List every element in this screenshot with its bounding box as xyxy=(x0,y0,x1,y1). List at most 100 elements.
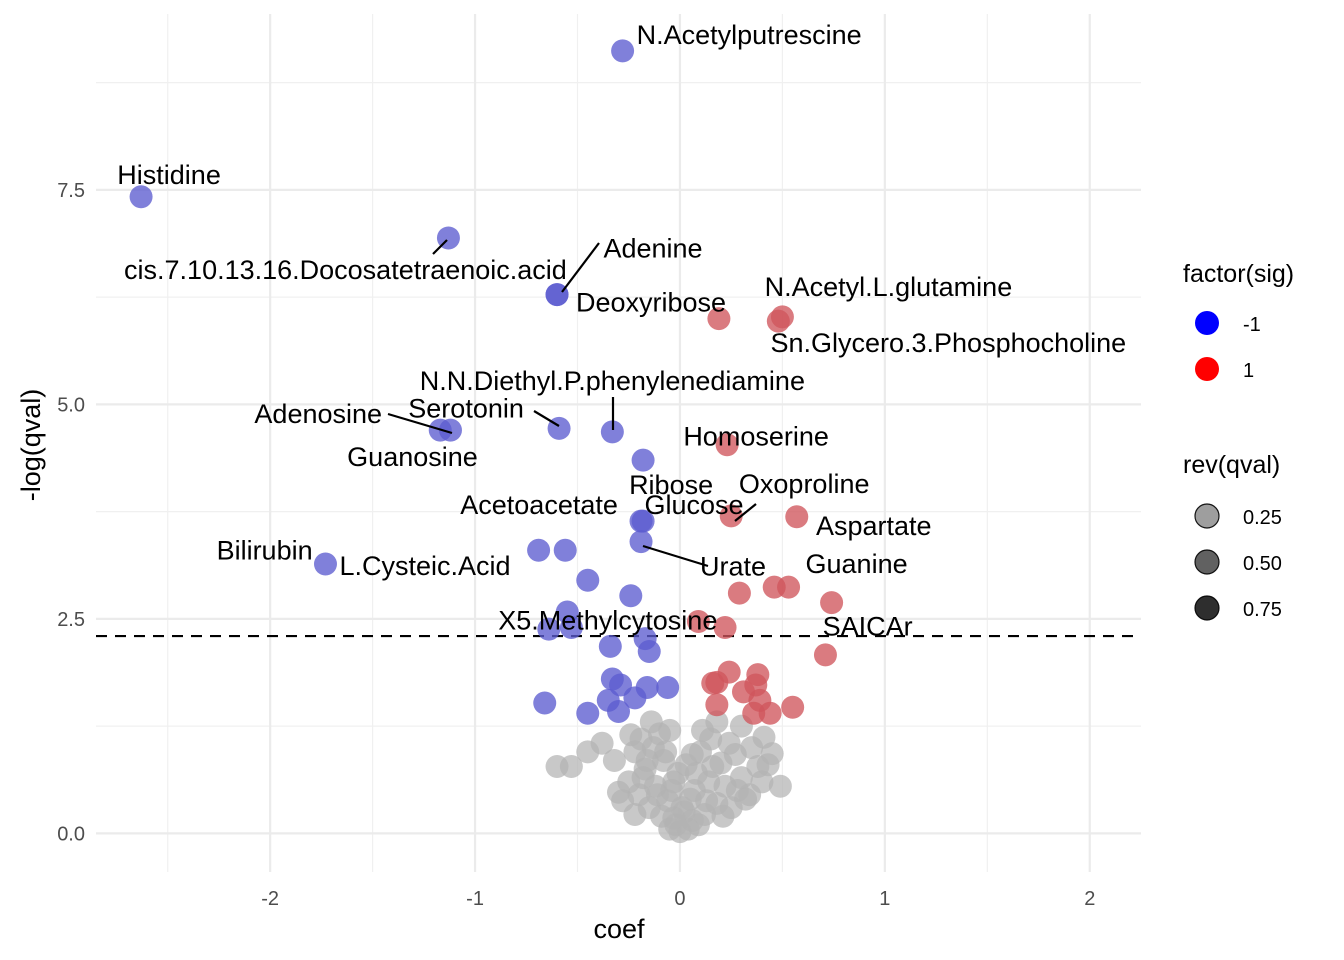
point-down xyxy=(600,420,624,444)
label-leader-line xyxy=(642,544,709,568)
point-ns xyxy=(602,748,626,772)
data-points xyxy=(129,39,844,844)
point-label: Guanosine xyxy=(347,442,478,472)
point-up xyxy=(715,433,739,457)
point-up xyxy=(820,591,844,615)
point-ns xyxy=(701,754,725,778)
point-ns xyxy=(725,778,749,802)
point-ns xyxy=(680,809,704,833)
point-ns xyxy=(590,731,614,755)
point-ns xyxy=(660,778,684,802)
point-ns xyxy=(559,754,583,778)
point-up xyxy=(713,615,737,639)
point-up xyxy=(813,643,837,667)
point-label: X5.Methylcytosine xyxy=(498,606,717,636)
point-ns xyxy=(768,774,792,798)
x-tick-label: 1 xyxy=(879,888,890,910)
point-label: Glucose xyxy=(645,490,744,520)
legend: factor(sig) -1 1 rev(qval) 0.25 0.50 0.75 xyxy=(1183,260,1294,621)
point-down xyxy=(553,538,577,562)
point-ns xyxy=(662,806,686,830)
point-ns xyxy=(635,748,659,772)
point-label: Ribose xyxy=(629,470,713,500)
point-up xyxy=(777,575,801,599)
point-ns xyxy=(654,740,678,764)
point-up xyxy=(766,309,790,333)
point-up xyxy=(705,693,729,717)
point-ns xyxy=(658,718,682,742)
axis-ticks: -2 -1 0 1 2 0.0 2.5 5.0 7.5 xyxy=(57,180,1095,910)
point-label: Sn.Glycero.3.Phosphocholine xyxy=(770,328,1126,358)
point-up xyxy=(742,701,766,725)
legend-color-label: 1 xyxy=(1243,360,1254,382)
point-label: Oxoproline xyxy=(739,469,870,499)
point-ns xyxy=(740,736,764,760)
x-tick-label: -2 xyxy=(261,888,279,910)
point-label: N.Acetylputrescine xyxy=(637,20,862,50)
legend-alpha-key xyxy=(1194,549,1220,575)
point-label: Aspartate xyxy=(816,511,932,541)
legend-color-key xyxy=(1195,357,1219,381)
point-down xyxy=(629,530,653,554)
x-tick-label: -1 xyxy=(466,888,484,910)
point-down xyxy=(623,686,647,710)
point-up xyxy=(727,581,751,605)
legend-alpha-label: 0.50 xyxy=(1243,553,1282,575)
point-up xyxy=(781,695,805,719)
point-label: N.Acetyl.L.glutamine xyxy=(765,272,1013,302)
point-down xyxy=(619,584,643,608)
point-label: Acetoacetate xyxy=(460,490,618,520)
point-down xyxy=(607,700,630,724)
point-label: N.N.Diethyl.P.phenylenediamine xyxy=(420,366,805,396)
point-label: Adenosine xyxy=(254,399,382,429)
point-down xyxy=(438,418,462,442)
point-down xyxy=(559,615,583,639)
point-ns xyxy=(711,804,735,828)
point-down xyxy=(527,538,551,562)
point-label: Histidine xyxy=(117,160,221,190)
y-tick-label: 5.0 xyxy=(57,394,85,416)
point-down xyxy=(637,639,661,663)
label-leader-line xyxy=(561,242,600,293)
point-ns xyxy=(617,770,641,794)
legend-alpha-title: rev(qval) xyxy=(1183,451,1280,479)
label-leader-line xyxy=(387,412,453,435)
legend-alpha-key xyxy=(1194,595,1220,621)
y-axis-title: -log(qval) xyxy=(16,389,46,502)
point-ns xyxy=(746,754,770,778)
label-leader-line xyxy=(533,410,560,427)
y-tick-label: 0.0 xyxy=(57,823,85,845)
point-ns xyxy=(611,789,635,813)
x-axis-title: coef xyxy=(593,914,645,944)
point-up xyxy=(686,609,710,633)
x-tick-label: 2 xyxy=(1084,888,1095,910)
point-down xyxy=(631,448,655,472)
point-ns xyxy=(629,727,653,751)
point-down xyxy=(313,552,337,576)
legend-alpha-label: 0.25 xyxy=(1243,507,1282,529)
label-leader-line xyxy=(734,503,757,522)
point-up xyxy=(705,670,729,694)
point-down xyxy=(533,691,557,715)
legend-color-title: factor(sig) xyxy=(1183,260,1294,288)
legend-color-items: -1 1 xyxy=(1195,311,1261,382)
point-down xyxy=(576,701,600,725)
point-label: Homoserine xyxy=(683,422,829,452)
legend-alpha-key xyxy=(1194,503,1220,529)
point-label: cis.7.10.13.16.Docosatetraenoic.acid xyxy=(124,255,567,285)
x-tick-label: 0 xyxy=(674,888,685,910)
point-down xyxy=(129,185,153,209)
point-up xyxy=(758,701,782,725)
point-up xyxy=(707,307,731,331)
point-up xyxy=(785,505,809,529)
point-down xyxy=(598,634,622,658)
point-label: Urate xyxy=(700,552,766,582)
legend-alpha-items: 0.25 0.50 0.75 xyxy=(1194,503,1282,621)
point-down xyxy=(545,283,569,307)
legend-color-key xyxy=(1195,311,1219,335)
legend-color-label: -1 xyxy=(1243,314,1261,336)
point-label: Guanine xyxy=(806,549,908,579)
point-labels: N.Acetylputrescine Histidine cis.7.10.13.1… xyxy=(117,20,1126,642)
legend-alpha-label: 0.75 xyxy=(1243,599,1282,621)
